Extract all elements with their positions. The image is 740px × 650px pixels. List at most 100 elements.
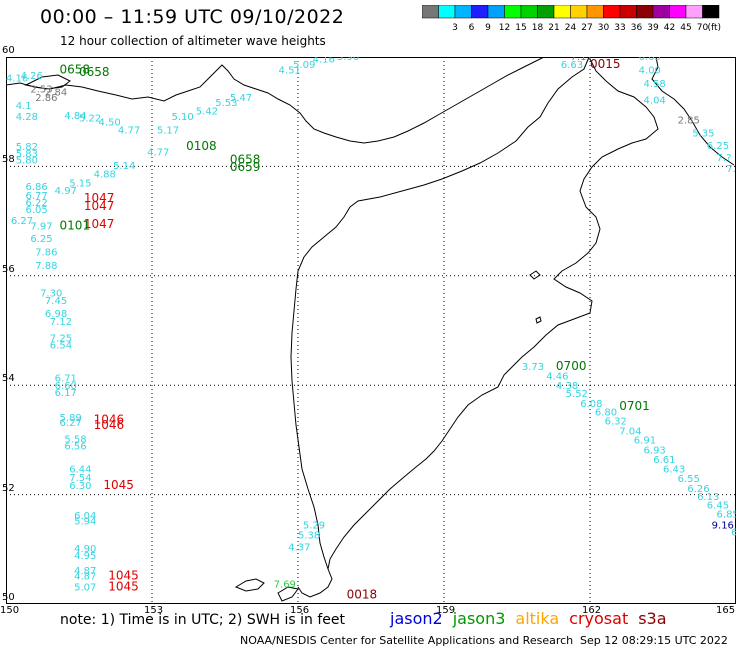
swh-label: 6.44 xyxy=(69,465,91,476)
mission-label: altika xyxy=(515,609,560,628)
swh-label: 2.84 xyxy=(45,87,67,98)
swh-label: 4.00 xyxy=(639,65,661,76)
legend-tick-label: 18 xyxy=(532,23,544,33)
pass-time-label: 0659 xyxy=(230,160,261,174)
swh-label: 7.12 xyxy=(50,317,72,328)
swh-label: 5.35 xyxy=(692,128,714,139)
swh-label: 5.29 xyxy=(303,521,325,532)
legend-swatch xyxy=(619,5,637,19)
kuril-island-2 xyxy=(234,578,265,592)
legend-tick-label: 9 xyxy=(485,23,491,33)
swh-label: 6.25 xyxy=(707,141,729,152)
swh-label: 7.45 xyxy=(45,296,67,307)
legend-swatch xyxy=(553,5,571,19)
swh-label: 6.26 xyxy=(687,484,709,495)
swh-label: 4.77 xyxy=(147,147,169,158)
swh-label: 6.17 xyxy=(55,388,77,399)
legend-tick-label: 39 xyxy=(647,23,659,33)
longitude-tick-label: 159 xyxy=(436,605,456,616)
swh-label: 6.08 xyxy=(580,399,602,410)
legend-tick-label: 27 xyxy=(581,23,592,33)
legend-swatch xyxy=(669,5,687,19)
pass-time-label: 0015 xyxy=(590,57,621,71)
swh-label: 7.86 xyxy=(35,248,57,259)
swh-label: 2.86 xyxy=(35,93,57,104)
swh-label: 5.82 xyxy=(16,142,38,153)
pass-time-labels: 0658065801080658065901010700070110471047… xyxy=(60,57,650,602)
mission-label: cryosat xyxy=(569,609,629,628)
swh-label: 6.04 xyxy=(74,511,96,522)
swh-label: 5.38 xyxy=(298,530,320,541)
swh-label: 7.25 xyxy=(50,333,72,344)
legend-swatch xyxy=(636,5,654,19)
swh-label: 7.54 xyxy=(69,473,91,484)
legend-swatch xyxy=(438,5,456,19)
legend-swatch xyxy=(652,5,670,19)
graticule xyxy=(6,57,736,604)
kuril-island-1 xyxy=(277,586,299,602)
swh-label: 6.56 xyxy=(64,442,86,453)
swh-label: 5.83 xyxy=(16,149,38,160)
swh-label: 6.22 xyxy=(25,198,47,209)
mission-legend: jason2 jason3 altika cryosat s3a xyxy=(390,609,677,628)
swh-label: 4.37 xyxy=(288,542,310,553)
magadan-coast xyxy=(6,57,545,144)
swh-label: 5.47 xyxy=(230,93,252,104)
pass-time-label: 1047 xyxy=(84,199,115,213)
swh-label: 4.84 xyxy=(64,111,86,122)
swh-label: 6.85 xyxy=(717,510,736,521)
swh-label: 4.16 xyxy=(6,74,28,85)
swh-label: 6.63 xyxy=(561,60,583,71)
pass-time-label: 0108 xyxy=(186,139,217,153)
legend-swatch xyxy=(422,5,439,19)
swh-label: 5.14 xyxy=(113,161,135,172)
legend-swatch xyxy=(603,5,621,19)
latitude-tick-label: 52 xyxy=(2,482,15,494)
longitude-tick-label: 162 xyxy=(582,605,602,616)
mission-label: jason2 xyxy=(390,609,443,628)
swh-label: 4.87 xyxy=(74,571,96,582)
swh-label: 5.53 xyxy=(215,98,237,109)
swh-label: 6.61 xyxy=(653,455,675,466)
swh-label: 4.58 xyxy=(644,79,666,90)
swh-label: 9.16 xyxy=(712,521,734,532)
legend-tick-label: 36 xyxy=(631,23,643,33)
pass-time-label: 0658 xyxy=(230,153,261,167)
swh-label: 6.27 xyxy=(60,418,82,429)
generated-timestamp: Sep 12 08:29:15 UTC 2022 xyxy=(580,634,728,647)
swh-label: 4.04 xyxy=(644,95,666,106)
swh-label: 5.15 xyxy=(69,179,91,190)
swh-label: 5.94 xyxy=(74,517,96,528)
swh-label: 6.43 xyxy=(663,465,685,476)
swh-label: 6.30 xyxy=(69,481,91,492)
swh-label: 6.80 xyxy=(595,407,617,418)
swh-label: 5.09 xyxy=(293,60,315,71)
pass-time-label: 1046 xyxy=(94,412,125,426)
legend-swatch xyxy=(570,5,588,19)
swh-label: 7.69 xyxy=(274,580,296,591)
longitude-tick-label: 165 xyxy=(716,605,736,616)
legend-swatch xyxy=(520,5,538,19)
legend-tick-label: 42 xyxy=(664,23,675,33)
swh-label: 4.38 xyxy=(556,381,578,392)
latitude-tick-label: 58 xyxy=(2,154,15,166)
map-title: 00:00 – 11:59 UTC 09/10/2022 xyxy=(40,6,345,28)
swh-label: 3.73 xyxy=(522,362,544,373)
swh-label: 4.90 xyxy=(74,544,96,555)
swh-label: 4.50 xyxy=(98,117,120,128)
coastline xyxy=(6,57,735,602)
pass-time-label: 1045 xyxy=(103,478,134,492)
pass-time-label: 0018 xyxy=(347,588,378,602)
pass-time-label: 0658 xyxy=(79,65,110,79)
swh-label: 5.52 xyxy=(566,389,588,400)
legend-tick-label: 45 xyxy=(680,23,691,33)
swh-label: 6.91 xyxy=(634,436,656,447)
longitude-tick-label: 156 xyxy=(290,605,310,616)
magadan-peninsula xyxy=(24,74,71,90)
swh-label: 2.53 xyxy=(30,85,52,96)
swh-label: 6.45 xyxy=(707,500,729,511)
legend-tick-label: 21 xyxy=(548,23,559,33)
swh-label: 6.05 xyxy=(639,57,661,63)
legend-swatch xyxy=(487,5,505,19)
legend-swatch xyxy=(454,5,472,19)
